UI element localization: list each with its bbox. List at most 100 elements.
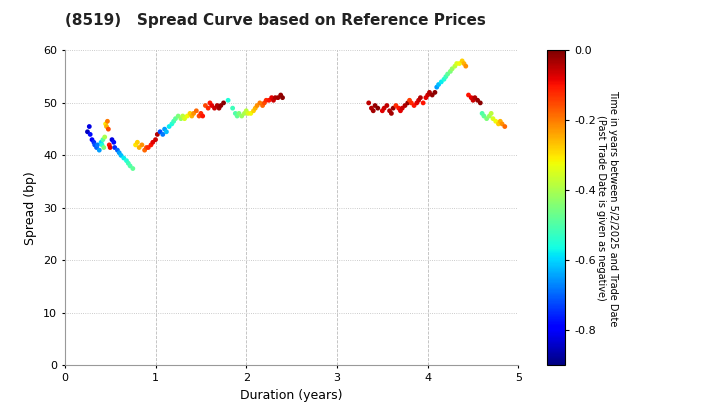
Point	[402, 100, 413, 106]
Point	[212, 102, 223, 109]
Point	[477, 110, 488, 117]
Point	[195, 110, 207, 117]
Point	[499, 123, 510, 130]
Point	[84, 123, 95, 130]
Point	[449, 63, 461, 69]
X-axis label: Duration (years): Duration (years)	[240, 388, 343, 402]
Point	[95, 139, 107, 146]
Point	[261, 97, 272, 104]
Point	[257, 102, 269, 109]
Point	[384, 108, 395, 114]
Point	[495, 118, 506, 125]
Point	[206, 102, 217, 109]
Point	[163, 123, 175, 130]
Point	[108, 139, 120, 146]
Point	[197, 113, 209, 119]
Point	[408, 102, 420, 109]
Point	[184, 110, 196, 117]
Point	[379, 105, 390, 111]
Point	[132, 139, 143, 146]
Point	[140, 144, 152, 151]
Point	[209, 105, 220, 111]
Point	[415, 94, 426, 101]
Point	[372, 105, 384, 111]
Point	[168, 118, 179, 125]
Point	[243, 110, 254, 117]
Point	[258, 100, 270, 106]
Point	[363, 100, 374, 106]
Point	[215, 102, 227, 109]
Point	[91, 144, 102, 151]
Point	[81, 129, 94, 135]
Point	[442, 71, 454, 77]
Point	[440, 73, 451, 80]
Point	[173, 113, 184, 119]
Point	[170, 115, 181, 122]
Point	[104, 142, 115, 148]
Point	[399, 102, 410, 109]
Point	[191, 108, 202, 114]
Point	[411, 100, 423, 106]
Point	[264, 97, 275, 104]
Point	[233, 110, 245, 117]
Point	[104, 144, 116, 151]
Point	[458, 60, 469, 67]
Point	[157, 131, 168, 138]
Text: (8519)   Spread Curve based on Reference Prices: (8519) Spread Curve based on Reference P…	[65, 13, 486, 28]
Point	[227, 105, 238, 111]
Point	[102, 126, 114, 132]
Point	[426, 92, 438, 98]
Point	[114, 150, 125, 156]
Point	[86, 136, 98, 143]
Point	[161, 129, 172, 135]
Point	[377, 108, 388, 114]
Point	[269, 94, 281, 101]
Point	[438, 76, 450, 83]
Point	[390, 102, 402, 109]
Point	[245, 110, 256, 117]
Point	[446, 66, 458, 72]
Point	[496, 121, 508, 127]
Point	[465, 94, 477, 101]
Point	[121, 157, 132, 164]
Point	[366, 105, 377, 111]
Point	[431, 84, 443, 90]
Point	[454, 60, 465, 67]
Point	[150, 136, 161, 143]
Point	[88, 139, 99, 146]
Point	[130, 142, 141, 148]
Point	[107, 136, 118, 143]
Point	[251, 102, 263, 109]
Point	[404, 97, 415, 104]
Point	[202, 105, 214, 111]
Point	[217, 100, 229, 106]
Point	[474, 100, 486, 106]
Point	[405, 100, 417, 106]
Point	[118, 155, 130, 161]
Point	[145, 142, 157, 148]
Point	[275, 92, 287, 98]
Y-axis label: Spread (bp): Spread (bp)	[24, 171, 37, 245]
Point	[387, 105, 399, 111]
Point	[204, 100, 216, 106]
Point	[367, 108, 379, 114]
Point	[98, 144, 109, 151]
Point	[112, 147, 123, 153]
Point	[451, 60, 462, 67]
Point	[481, 115, 492, 122]
Point	[445, 68, 456, 75]
Point	[139, 147, 150, 153]
Point	[154, 129, 166, 135]
Point	[102, 118, 113, 125]
Point	[240, 108, 252, 114]
Point	[429, 89, 441, 96]
Point	[91, 142, 103, 148]
Point	[159, 126, 171, 132]
Point	[266, 94, 277, 101]
Point	[127, 165, 138, 172]
Point	[115, 152, 127, 159]
Point	[236, 113, 248, 119]
Point	[125, 163, 136, 169]
Point	[478, 113, 490, 119]
Point	[463, 92, 474, 98]
